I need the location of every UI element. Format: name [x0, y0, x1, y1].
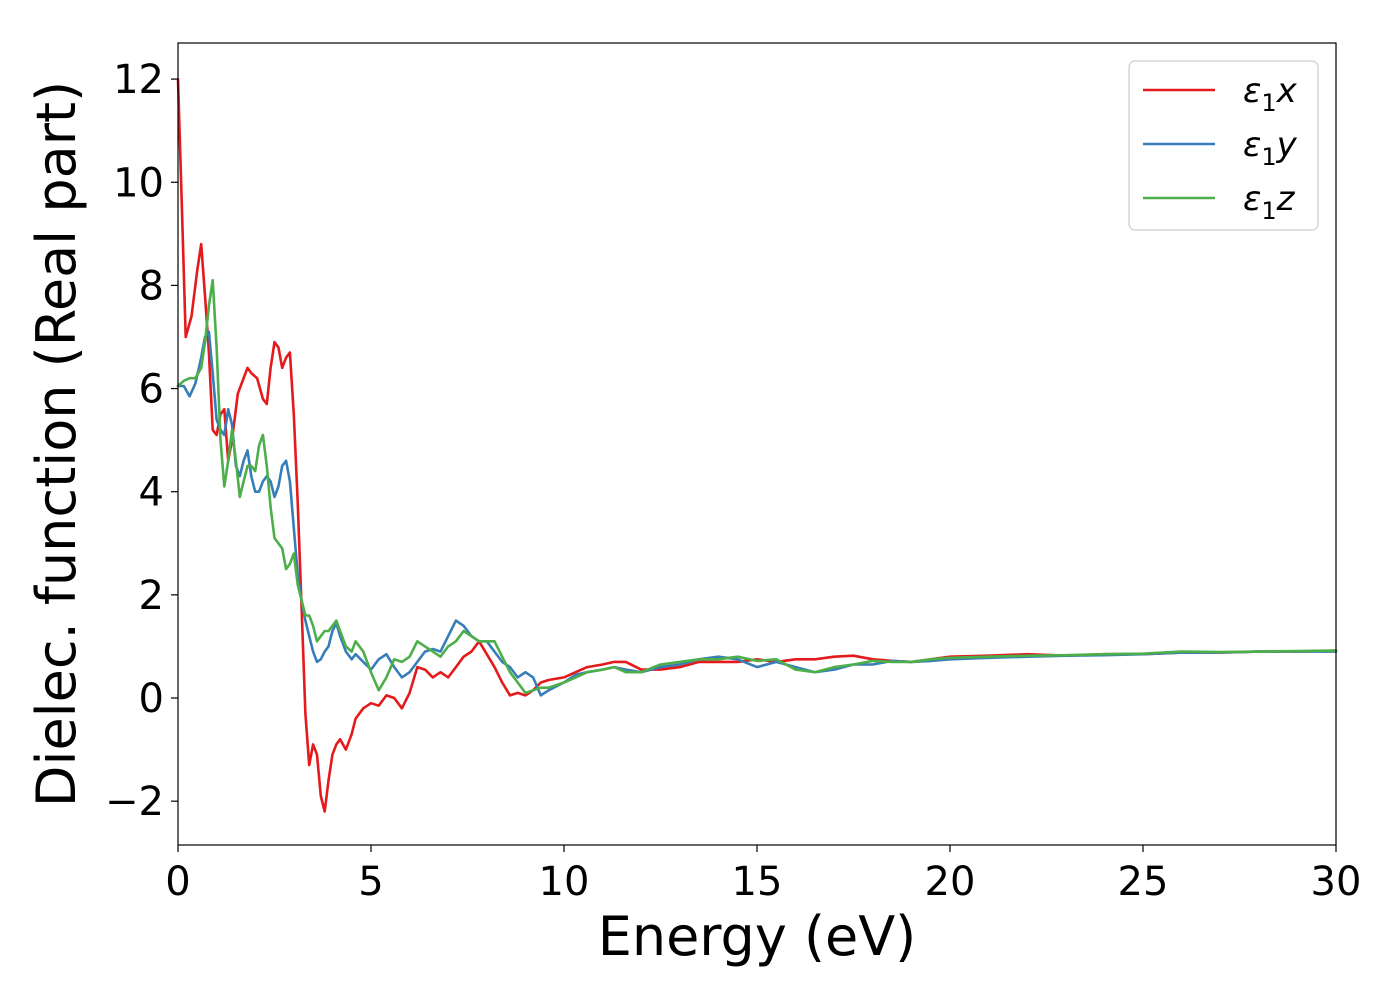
legend-box	[1128, 60, 1319, 231]
x-axis-ticks: 0 5 10 15 20 25 30	[165, 845, 1361, 905]
y-axis-ticks: −2 0 2 4 6 8 10 12	[105, 57, 178, 825]
x-tick-label: 10	[539, 859, 590, 905]
legend-label-y: ε1y	[1243, 125, 1298, 171]
x-tick-label: 30	[1311, 859, 1362, 905]
y-tick-label: 8	[139, 263, 164, 309]
legend-label-x: ε1x	[1243, 71, 1298, 117]
x-tick-label: 15	[732, 859, 783, 905]
y-tick-label: 4	[139, 470, 164, 516]
series-line-z	[176, 278, 1338, 695]
y-tick-label: 0	[139, 676, 164, 722]
x-tick-label: 20	[925, 859, 976, 905]
x-tick-label: 25	[1118, 859, 1169, 905]
y-tick-label: 10	[113, 160, 164, 206]
x-axis-label: Energy (eV)	[598, 905, 917, 968]
y-tick-label: 2	[139, 573, 164, 619]
legend-label-z: ε1z	[1243, 179, 1296, 225]
y-tick-label: 12	[113, 57, 164, 103]
x-tick-label: 5	[358, 859, 383, 905]
x-tick-label: 0	[165, 859, 190, 905]
y-axis-label: Dielec. function (Real part)	[25, 81, 88, 807]
y-tick-label: 6	[139, 367, 164, 413]
series-lines	[176, 77, 1338, 813]
series-line-x	[176, 77, 1338, 813]
legend: ε1x ε1y ε1z	[1128, 60, 1319, 231]
y-tick-label: −2	[105, 779, 164, 825]
